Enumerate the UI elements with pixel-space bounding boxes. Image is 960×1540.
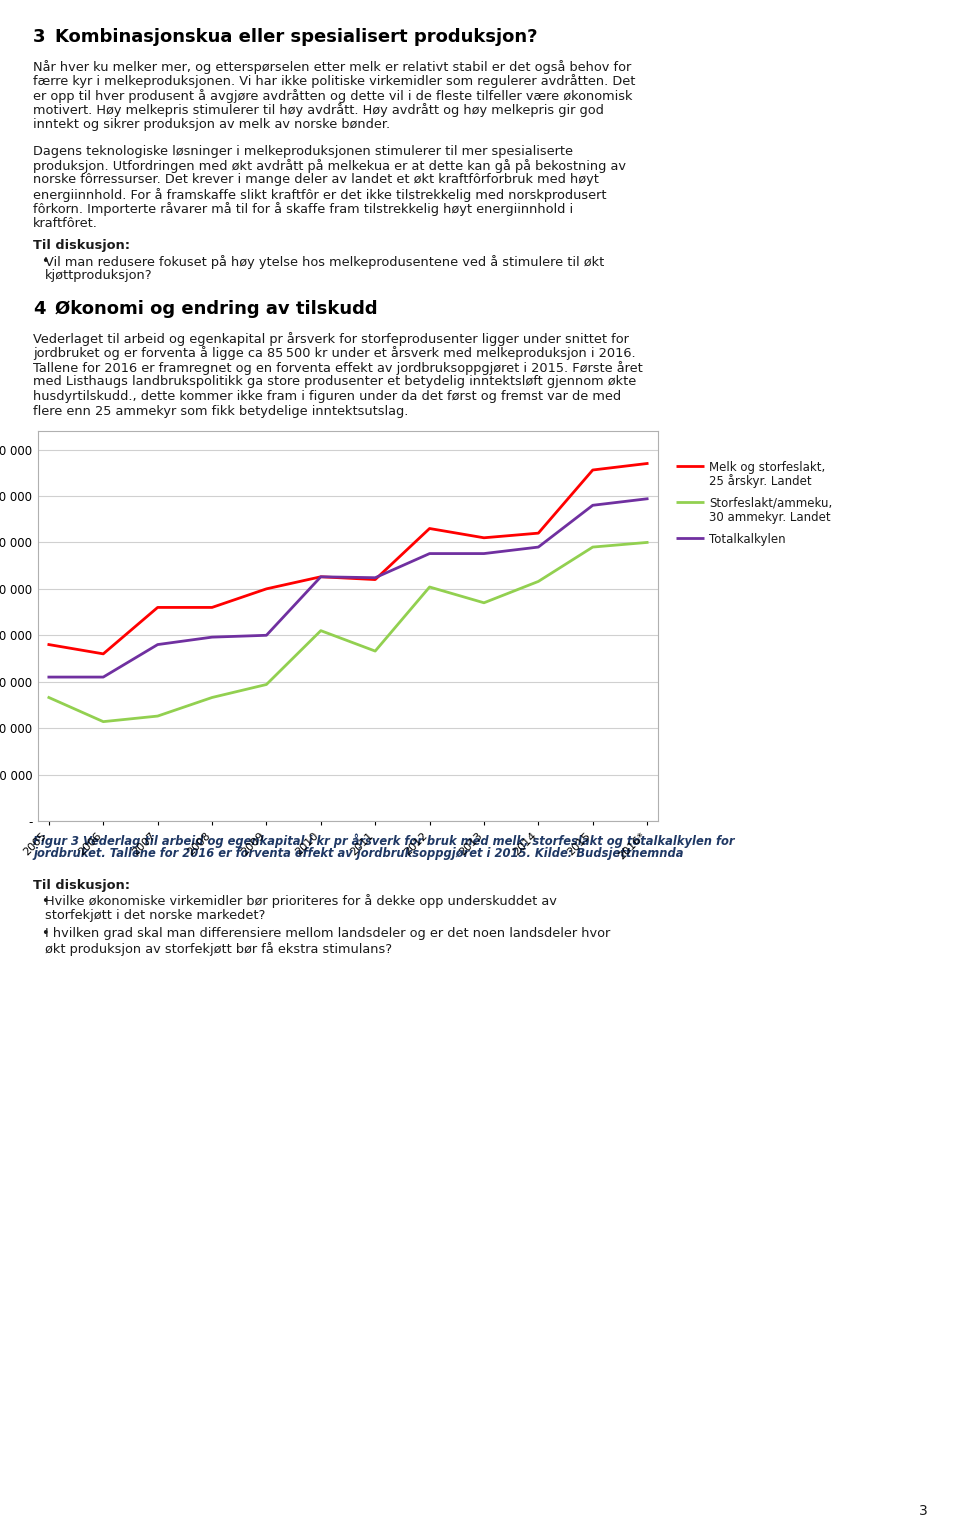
- Text: færre kyr i melkeproduksjonen. Vi har ikke politiske virkemidler som regulerer a: færre kyr i melkeproduksjonen. Vi har ik…: [33, 74, 636, 88]
- Text: storfekjøtt i det norske markedet?: storfekjøtt i det norske markedet?: [45, 909, 265, 922]
- Text: •: •: [41, 927, 49, 941]
- Text: 30 ammekyr. Landet: 30 ammekyr. Landet: [709, 510, 830, 524]
- Text: Kombinasjonskua eller spesialisert produksjon?: Kombinasjonskua eller spesialisert produ…: [55, 28, 538, 46]
- Text: •: •: [41, 256, 49, 268]
- Text: •: •: [41, 895, 49, 907]
- Text: med Listhaugs landbrukspolitikk ga store produsenter et betydelig inntektsløft g: med Listhaugs landbrukspolitikk ga store…: [33, 376, 636, 388]
- Text: flere enn 25 ammekyr som fikk betydelige inntektsutslag.: flere enn 25 ammekyr som fikk betydelige…: [33, 405, 408, 417]
- Text: økt produksjon av storfekjøtt bør få ekstra stimulans?: økt produksjon av storfekjøtt bør få eks…: [45, 942, 392, 956]
- Text: Totalkalkylen: Totalkalkylen: [709, 533, 785, 547]
- Text: Dagens teknologiske løsninger i melkeproduksjonen stimulerer til mer spesialiser: Dagens teknologiske løsninger i melkepro…: [33, 145, 573, 157]
- Text: kraftfôret.: kraftfôret.: [33, 217, 98, 229]
- Text: Økonomi og endring av tilskudd: Økonomi og endring av tilskudd: [55, 300, 377, 317]
- Text: Storfeslakt/ammeku,: Storfeslakt/ammeku,: [709, 497, 832, 510]
- Text: husdyrtilskudd., dette kommer ikke fram i figuren under da det først og fremst v: husdyrtilskudd., dette kommer ikke fram …: [33, 390, 621, 403]
- Text: 3: 3: [920, 1505, 928, 1518]
- Text: Når hver ku melker mer, og etterspørselen etter melk er relativt stabil er det o: Når hver ku melker mer, og etterspørsele…: [33, 60, 632, 74]
- Text: Melk og storfeslakt,: Melk og storfeslakt,: [709, 460, 826, 474]
- Text: kjøttproduksjon?: kjøttproduksjon?: [45, 270, 153, 282]
- Text: jordbruket. Tallene for 2016 er forventa effekt av jordbruksoppgjøret i 2015. Ki: jordbruket. Tallene for 2016 er forventa…: [33, 847, 684, 859]
- Text: 25 årskyr. Landet: 25 årskyr. Landet: [709, 474, 811, 488]
- Text: Figur 3 Vederlag til arbeid og egenkapital i kr pr årsverk for bruk med melk, st: Figur 3 Vederlag til arbeid og egenkapit…: [33, 833, 734, 847]
- Text: jordbruket og er forventa å ligge ca 85 500 kr under et årsverk med melkeproduks: jordbruket og er forventa å ligge ca 85 …: [33, 346, 636, 360]
- Text: Til diskusjon:: Til diskusjon:: [33, 240, 130, 253]
- Text: Vil man redusere fokuset på høy ytelse hos melkeprodusentene ved å stimulere til: Vil man redusere fokuset på høy ytelse h…: [45, 256, 604, 270]
- Text: produksjon. Utfordringen med økt avdrått på melkekua er at dette kan gå på bekos: produksjon. Utfordringen med økt avdrått…: [33, 159, 626, 172]
- Text: fôrkorn. Importerte råvarer må til for å skaffe fram tilstrekkelig høyt energiin: fôrkorn. Importerte råvarer må til for å…: [33, 202, 573, 217]
- Text: Vederlaget til arbeid og egenkapital pr årsverk for storfeprodusenter ligger und: Vederlaget til arbeid og egenkapital pr …: [33, 333, 629, 346]
- Text: 3: 3: [33, 28, 45, 46]
- Text: energiinnhold. For å framskaffe slikt kraftfôr er det ikke tilstrekkelig med nor: energiinnhold. For å framskaffe slikt kr…: [33, 188, 607, 202]
- Text: motivert. Høy melkepris stimulerer til høy avdrått. Høy avdrått og høy melkepris: motivert. Høy melkepris stimulerer til h…: [33, 103, 604, 117]
- Text: er opp til hver produsent å avgjøre avdråtten og dette vil i de fleste tilfeller: er opp til hver produsent å avgjøre avdr…: [33, 89, 633, 103]
- Text: I hvilken grad skal man differensiere mellom landsdeler og er det noen landsdele: I hvilken grad skal man differensiere me…: [45, 927, 611, 941]
- Text: norske fôrressurser. Det krever i mange deler av landet et økt kraftfôrforbruk m: norske fôrressurser. Det krever i mange …: [33, 174, 599, 186]
- Text: Tallene for 2016 er framregnet og en forventa effekt av jordbruksoppgjøret i 201: Tallene for 2016 er framregnet og en for…: [33, 360, 643, 374]
- Text: Hvilke økonomiske virkemidler bør prioriteres for å dekke opp underskuddet av: Hvilke økonomiske virkemidler bør priori…: [45, 895, 557, 909]
- Text: inntekt og sikrer produksjon av melk av norske bønder.: inntekt og sikrer produksjon av melk av …: [33, 119, 390, 131]
- Text: 4: 4: [33, 300, 45, 317]
- Text: Til diskusjon:: Til diskusjon:: [33, 879, 130, 892]
